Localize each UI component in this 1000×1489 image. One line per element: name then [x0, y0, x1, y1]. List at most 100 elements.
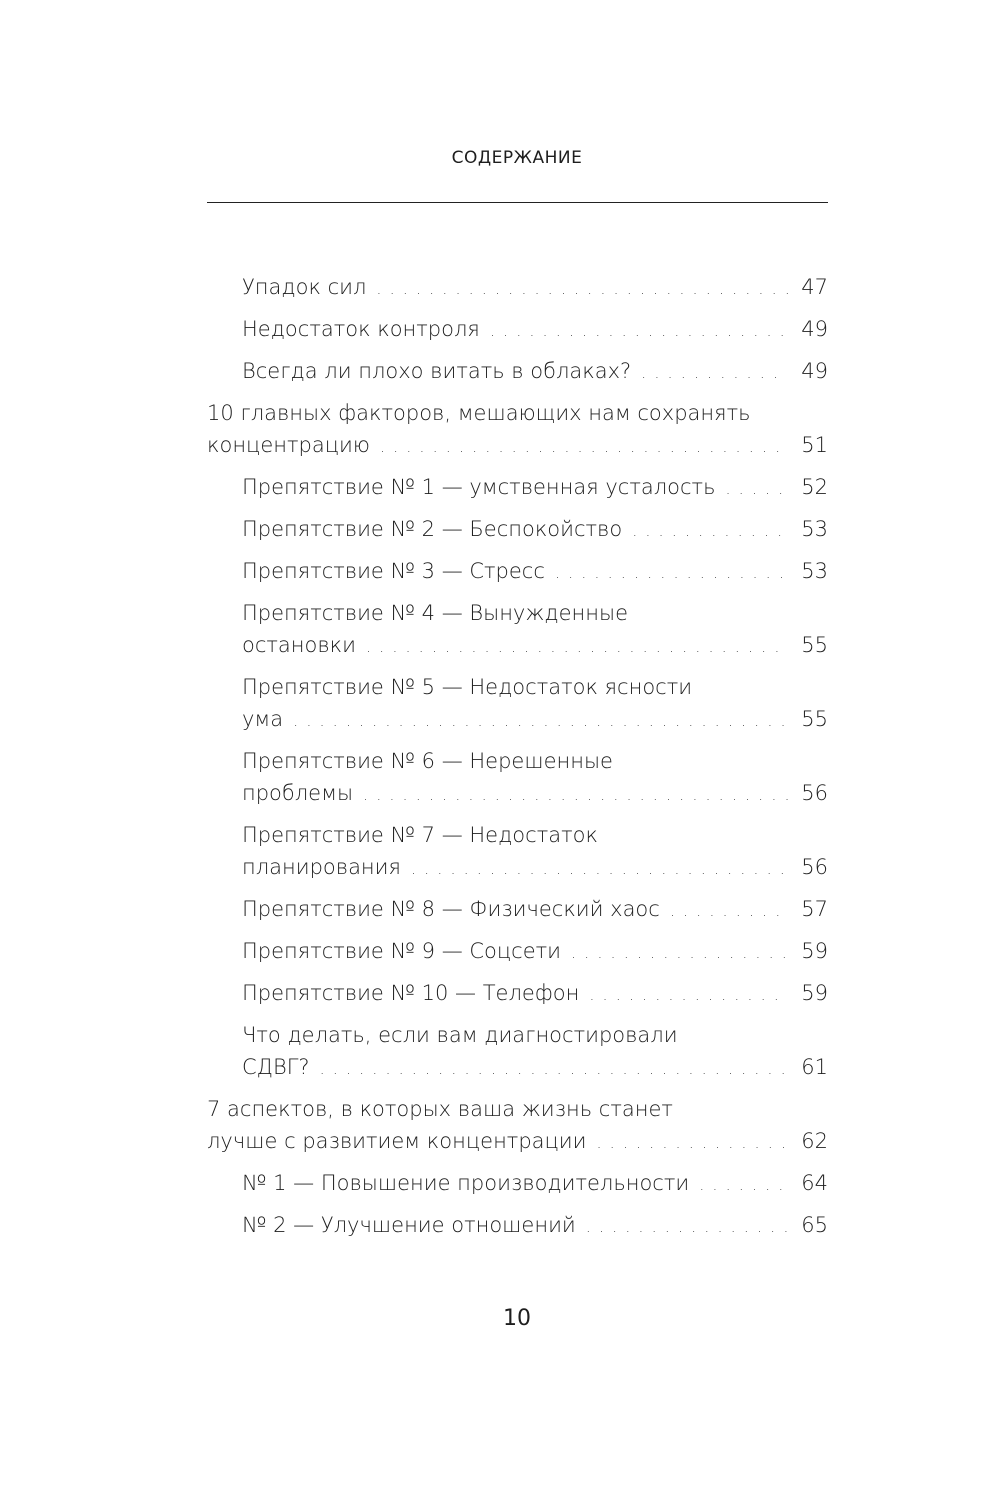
- toc-page-number: 59: [801, 939, 828, 963]
- toc-section-entry[interactable]: Препятствие № 4 — Вынужденные остановки 55: [207, 592, 828, 666]
- toc-page-number: 61: [801, 1055, 828, 1079]
- toc-page-number: 65: [801, 1213, 828, 1237]
- toc-entry-line: Препятствие № 7 — Недостаток: [242, 819, 828, 851]
- toc-page-number: 51: [801, 433, 828, 457]
- toc-entry-title: Препятствие № 1 — умственная усталость: [242, 475, 716, 499]
- toc-section-entry[interactable]: Препятствие № 9 — Соцсети 59: [207, 930, 828, 972]
- toc-entry-line: Что делать, если вам диагностировали: [242, 1019, 828, 1051]
- toc-section-entry[interactable]: Что делать, если вам диагностировали СДВГ…: [207, 1014, 828, 1088]
- toc-entry-title: СДВГ?: [242, 1055, 310, 1079]
- toc-entry-title: Препятствие № 8 — Физический хаос: [242, 897, 660, 921]
- toc-entry-title: Препятствие № 7 — Недостаток: [242, 823, 598, 847]
- toc-entry-title: Препятствие № 2 — Беспокойство: [242, 517, 623, 541]
- toc-page-number: 57: [801, 897, 828, 921]
- toc-entry-title: Препятствие № 5 — Недостаток ясности: [242, 675, 693, 699]
- toc-entry-line: 10 главных факторов, мешающих нам сохран…: [207, 397, 828, 429]
- running-header: СОДЕРЖАНИЕ: [451, 148, 583, 168]
- dot-leader: [699, 1169, 788, 1201]
- toc-entry-title: планирования: [242, 855, 401, 879]
- toc-entry-title: № 1 — Повышение производительности: [242, 1171, 690, 1195]
- toc-page-number: 64: [801, 1171, 828, 1195]
- toc-section-entry[interactable]: Препятствие № 2 — Беспокойство 53: [207, 508, 828, 550]
- toc-chapter-entry[interactable]: 7 аспектов, в которых ваша жизнь станет л…: [207, 1088, 828, 1162]
- toc-section-entry[interactable]: Недостаток контроля 49: [207, 308, 828, 350]
- toc-entry-title: № 2 — Улучшение отношений: [242, 1213, 576, 1237]
- dot-leader: [490, 315, 788, 347]
- toc-entry-title: 10 главных факторов, мешающих нам сохран…: [207, 401, 751, 425]
- dot-leader: [366, 631, 788, 663]
- dot-leader: [320, 1053, 788, 1085]
- toc-page-number: 49: [801, 359, 828, 383]
- dot-leader: [411, 853, 788, 885]
- toc-section-entry[interactable]: Препятствие № 6 — Нерешенные проблемы 56: [207, 740, 828, 814]
- dot-leader: [725, 473, 788, 505]
- dot-leader: [670, 895, 788, 927]
- toc-entry-line: ума 55: [242, 703, 828, 735]
- toc-section-entry[interactable]: № 1 — Повышение производительности 64: [207, 1162, 828, 1204]
- toc-entry-line: Препятствие № 1 — умственная усталость 52: [242, 471, 828, 503]
- toc-entry-line: Всегда ли плохо витать в облаках? 49: [242, 355, 828, 387]
- toc-entry-line: Препятствие № 8 — Физический хаос 57: [242, 893, 828, 925]
- toc-page-number: 52: [801, 475, 828, 499]
- dot-leader: [632, 515, 788, 547]
- dot-leader: [596, 1127, 788, 1159]
- toc-entry-title: Препятствие № 10 — Телефон: [242, 981, 580, 1005]
- toc-section-entry[interactable]: Препятствие № 8 — Физический хаос 57: [207, 888, 828, 930]
- toc-entry-title: 7 аспектов, в которых ваша жизнь станет: [207, 1097, 673, 1121]
- toc-entry-line: Недостаток контроля 49: [242, 313, 828, 345]
- dot-leader: [380, 431, 788, 463]
- toc-entry-title: Препятствие № 3 — Стресс: [242, 559, 545, 583]
- toc-entry-title: Упадок сил: [242, 275, 367, 299]
- toc-entry-line: планирования 56: [242, 851, 828, 883]
- dot-leader: [586, 1211, 788, 1243]
- toc-section-entry[interactable]: Препятствие № 10 — Телефон 59: [207, 972, 828, 1014]
- dot-leader: [641, 357, 788, 389]
- toc-entry-title: Недостаток контроля: [242, 317, 480, 341]
- toc-entry-title: остановки: [242, 633, 356, 657]
- toc-entry-line: 7 аспектов, в которых ваша жизнь станет: [207, 1093, 828, 1125]
- dot-leader: [293, 705, 788, 737]
- toc-section-entry[interactable]: Препятствие № 3 — Стресс 53: [207, 550, 828, 592]
- toc-entry-line: Препятствие № 10 — Телефон 59: [242, 977, 828, 1009]
- toc-page-number: 53: [801, 517, 828, 541]
- toc-page-number: 53: [801, 559, 828, 583]
- toc-entry-line: Препятствие № 5 — Недостаток ясности: [242, 671, 828, 703]
- toc-page-number: 55: [801, 633, 828, 657]
- toc-entry-title: Препятствие № 9 — Соцсети: [242, 939, 561, 963]
- table-of-contents: Упадок сил47Недостаток контроля49Всегда …: [207, 266, 828, 1246]
- toc-page-number: 59: [801, 981, 828, 1005]
- toc-entry-line: концентрацию 51: [207, 429, 828, 461]
- toc-page-number: 56: [801, 781, 828, 805]
- toc-section-entry[interactable]: Упадок сил 47: [207, 266, 828, 308]
- toc-entry-line: Препятствие № 2 — Беспокойство 53: [242, 513, 828, 545]
- toc-entry-line: Препятствие № 3 — Стресс 53: [242, 555, 828, 587]
- toc-entry-line: № 2 — Улучшение отношений 65: [242, 1209, 828, 1241]
- toc-page-number: 62: [801, 1129, 828, 1153]
- toc-entry-title: Препятствие № 4 — Вынужденные: [242, 601, 629, 625]
- toc-section-entry[interactable]: Препятствие № 7 — Недостаток планирования…: [207, 814, 828, 888]
- toc-page-number: 55: [801, 707, 828, 731]
- toc-entry-title: Что делать, если вам диагностировали: [242, 1023, 678, 1047]
- toc-entry-title: ума: [242, 707, 284, 731]
- toc-entry-line: № 1 — Повышение производительности 64: [242, 1167, 828, 1199]
- toc-section-entry[interactable]: Препятствие № 1 — умственная усталость 52: [207, 466, 828, 508]
- toc-entry-line: СДВГ? 61: [242, 1051, 828, 1083]
- toc-section-entry[interactable]: № 2 — Улучшение отношений 65: [207, 1204, 828, 1246]
- toc-entry-line: проблемы 56: [242, 777, 828, 809]
- dot-leader: [571, 937, 788, 969]
- toc-entry-title: концентрацию: [207, 433, 370, 457]
- toc-entry-title: проблемы: [242, 781, 354, 805]
- dot-leader: [555, 557, 788, 589]
- toc-entry-title: лучше с развитием концентрации: [207, 1129, 587, 1153]
- toc-entry-line: лучше с развитием концентрации 62: [207, 1125, 828, 1157]
- dot-leader: [589, 979, 788, 1011]
- toc-entry-line: Препятствие № 6 — Нерешенные: [242, 745, 828, 777]
- toc-section-entry[interactable]: Препятствие № 5 — Недостаток ясности ума 5…: [207, 666, 828, 740]
- toc-entry-title: Препятствие № 6 — Нерешенные: [242, 749, 613, 773]
- toc-page-number: 47: [801, 275, 828, 299]
- dot-leader: [376, 273, 788, 305]
- toc-chapter-entry[interactable]: 10 главных факторов, мешающих нам сохран…: [207, 392, 828, 466]
- toc-page-number: 49: [801, 317, 828, 341]
- toc-entry-title: Всегда ли плохо витать в облаках?: [242, 359, 632, 383]
- toc-section-entry[interactable]: Всегда ли плохо витать в облаках? 49: [207, 350, 828, 392]
